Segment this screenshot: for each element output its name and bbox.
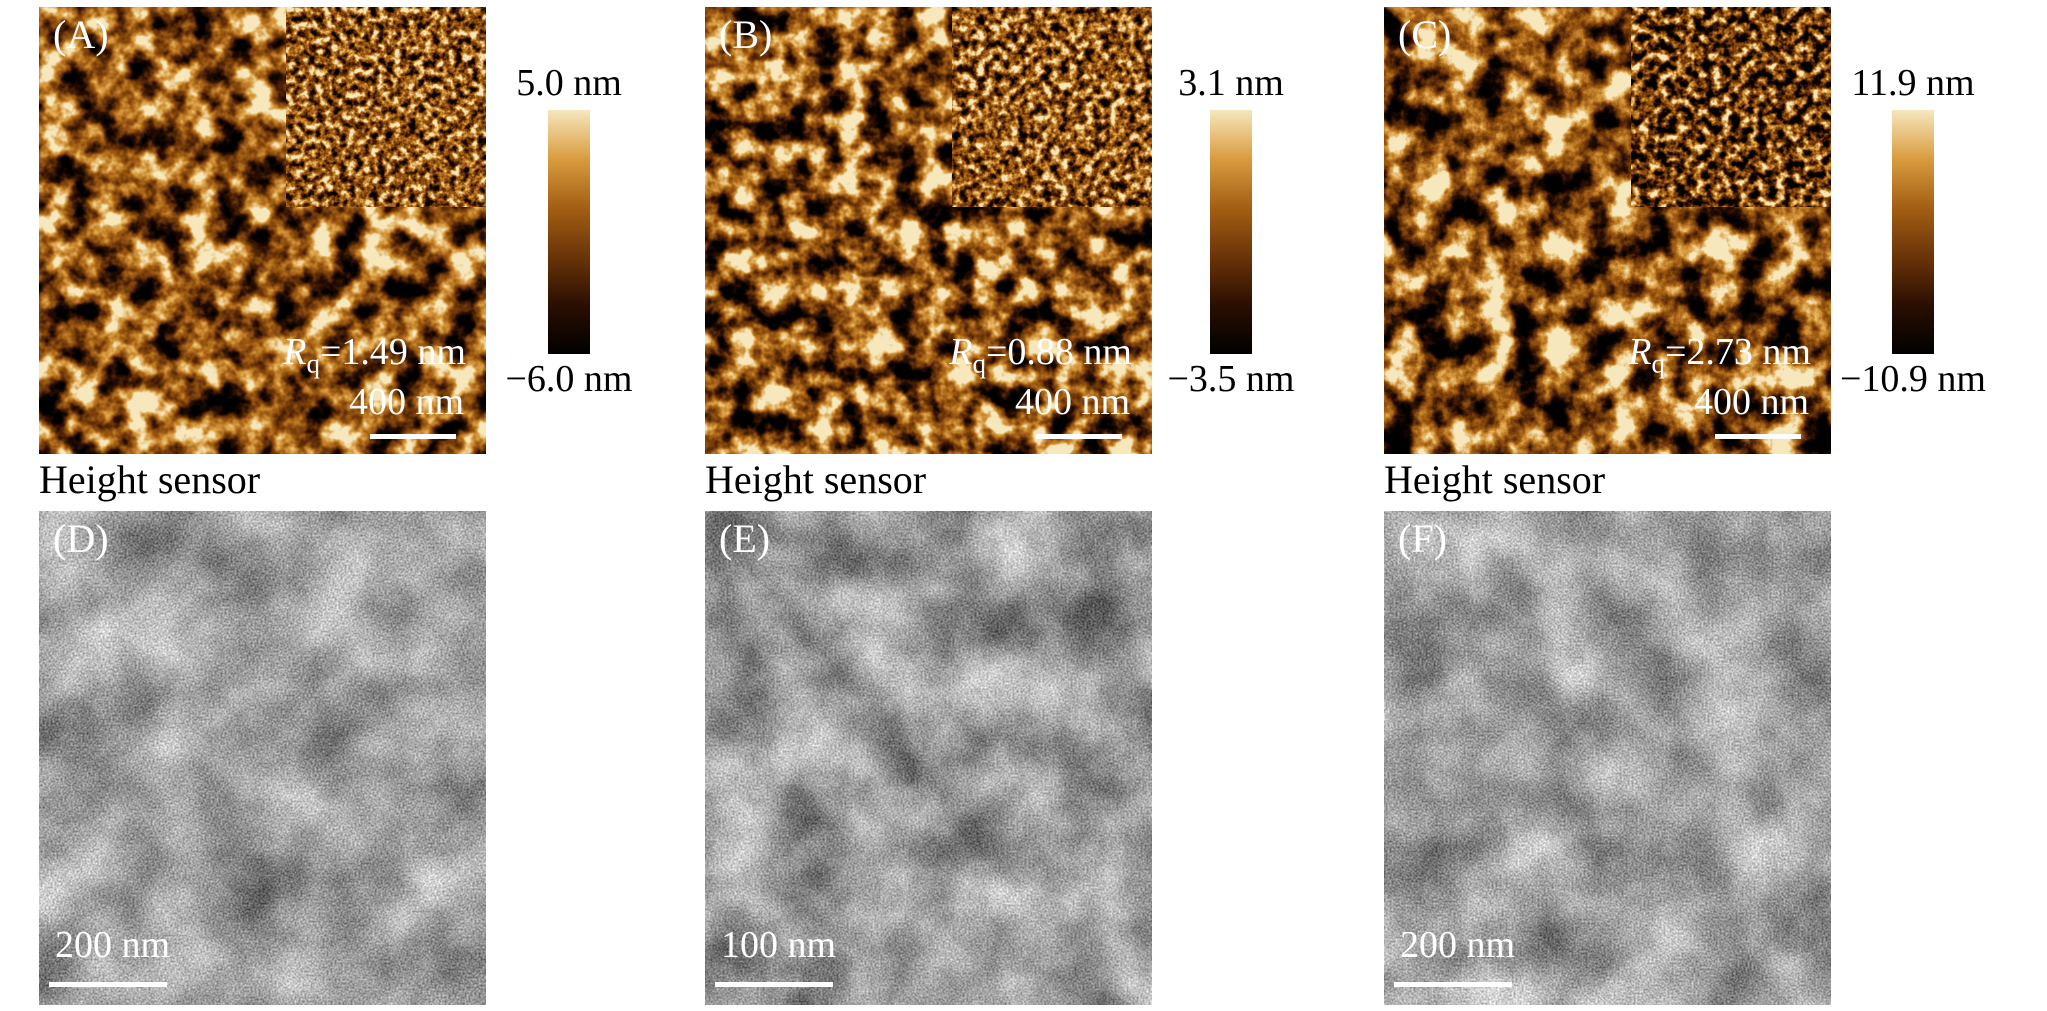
rq-symbol: R (949, 331, 973, 374)
tem-panel-F: (F) 200 nm (1384, 511, 1831, 1005)
afm-caption-C: Height sensor (1384, 457, 1606, 502)
afm-scalebar-label-C: 400 nm (1693, 381, 1809, 423)
tem-image-D (39, 511, 486, 1005)
afm-scalebar-label-A: 400 nm (348, 381, 464, 423)
rq-subscript: q (1651, 349, 1666, 379)
colorbar-gradient-A (548, 109, 590, 354)
panel-label-A: (A) (53, 12, 109, 57)
roughness-annotation-C: Rq=2.73 nm (1628, 330, 1811, 380)
colorbar-C: 11.9 nm −10.9 nm (1803, 62, 2023, 400)
rq-value: =0.88 nm (986, 331, 1132, 374)
roughness-annotation-A: Rq=1.49 nm (283, 330, 466, 380)
afm-scalebar-B (1036, 434, 1122, 439)
afm-panel-B: (B) Rq=0.88 nm 400 nm (705, 7, 1152, 454)
colorbar-B: 3.1 nm −3.5 nm (1121, 62, 1341, 400)
rq-symbol: R (1628, 331, 1652, 374)
tem-scalebar-F (1394, 982, 1512, 987)
roughness-annotation-B: Rq=0.88 nm (949, 330, 1132, 380)
tem-scalebar-label-E: 100 nm (721, 924, 837, 966)
colorbar-min-label-A: −6.0 nm (505, 357, 633, 400)
afm-caption-A: Height sensor (39, 457, 261, 502)
rq-symbol: R (283, 331, 307, 374)
colorbar-gradient-B (1210, 109, 1252, 354)
rq-subscript: q (306, 349, 321, 379)
colorbar-max-label-B: 3.1 nm (1178, 62, 1284, 104)
rq-subscript: q (972, 349, 987, 379)
afm-panel-C: (C) Rq=2.73 nm 400 nm (1384, 7, 1831, 454)
panel-label-F: (F) (1398, 516, 1447, 561)
panel-label-C: (C) (1398, 12, 1452, 57)
colorbar-max-label-A: 5.0 nm (516, 62, 622, 104)
afm-inset-image-A (286, 7, 486, 207)
colorbar-min-label-C: −10.9 nm (1840, 357, 1986, 400)
tem-panel-D: (D) 200 nm (39, 511, 486, 1005)
colorbar-min-label-B: −3.5 nm (1167, 357, 1295, 400)
panel-label-E: (E) (719, 516, 771, 561)
tem-scalebar-D (49, 982, 167, 987)
tem-scalebar-label-D: 200 nm (55, 924, 171, 966)
afm-panel-A: (A) Rq=1.49 nm 400 nm (39, 7, 486, 454)
colorbar-max-label-C: 11.9 nm (1851, 62, 1975, 104)
tem-panel-E: (E) 100 nm (705, 511, 1152, 1005)
rq-value: =1.49 nm (320, 331, 466, 374)
afm-caption-B: Height sensor (705, 457, 927, 502)
afm-scalebar-A (370, 434, 456, 439)
panel-label-B: (B) (719, 12, 773, 57)
afm-scalebar-C (1715, 434, 1801, 439)
afm-inset-image-C (1631, 7, 1831, 207)
afm-inset-image-B (952, 7, 1152, 207)
colorbar-A: 5.0 nm −6.0 nm (459, 62, 679, 400)
tem-scalebar-E (715, 982, 833, 987)
panel-label-D: (D) (53, 516, 109, 561)
tem-image-F (1384, 511, 1831, 1005)
afm-scalebar-label-B: 400 nm (1014, 381, 1130, 423)
colorbar-gradient-C (1892, 109, 1934, 354)
tem-image-E (705, 511, 1152, 1005)
tem-scalebar-label-F: 200 nm (1400, 924, 1516, 966)
rq-value: =2.73 nm (1665, 331, 1811, 374)
